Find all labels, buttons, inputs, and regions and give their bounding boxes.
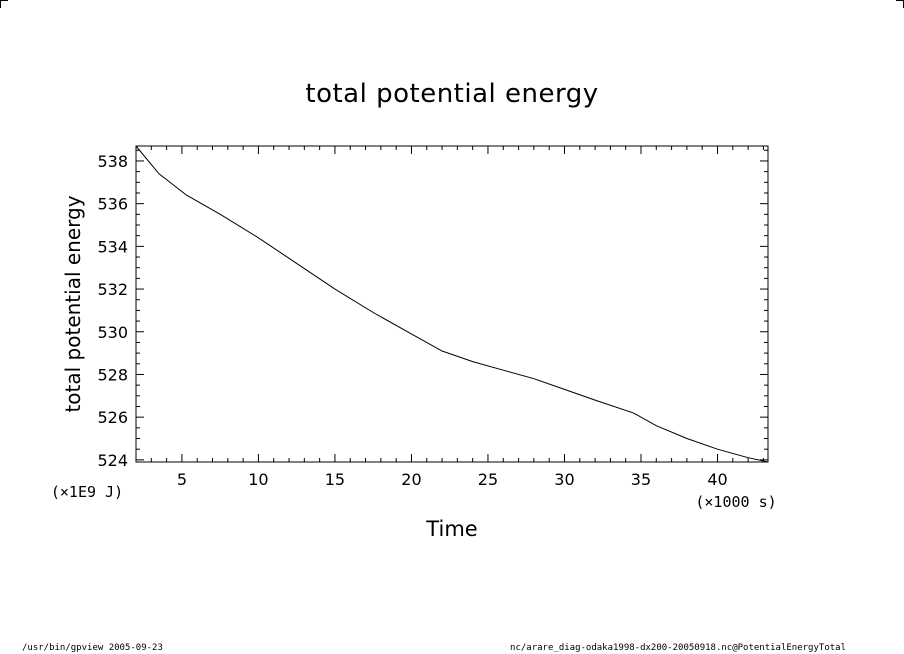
footer-program-info: /usr/bin/gpview 2005-09-23 (22, 643, 163, 653)
y-tick-label: 536 (97, 195, 128, 214)
footer-file-info: nc/arare_diag-odaka1998-dx200-20050918.n… (510, 643, 846, 653)
y-tick-label: 538 (97, 152, 128, 171)
series-line-1 (135, 145, 769, 463)
chart-title: total potential energy (305, 79, 598, 109)
y-tick-label: 528 (97, 365, 128, 384)
corner-mark-top-left (0, 0, 8, 8)
x-tick-label: 30 (554, 470, 574, 489)
y-tick-label: 532 (97, 280, 128, 299)
axis-ticks (135, 146, 768, 462)
y-unit-label: (×1E9 J) (51, 483, 123, 501)
y-tick-label: 534 (97, 237, 128, 256)
x-tick-label: 25 (478, 470, 498, 489)
y-tick-label: 526 (97, 408, 128, 427)
y-tick-labels: 524 526 528 530 532 534 536 538 (97, 152, 128, 470)
x-tick-label: 5 (177, 470, 187, 489)
y-tick-label: 530 (97, 323, 128, 342)
x-tick-label: 10 (248, 470, 268, 489)
x-tick-label: 35 (631, 470, 651, 489)
plot-frame (135, 145, 769, 463)
x-tick-label: 40 (707, 470, 727, 489)
x-unit-label: (×1000 s) (695, 493, 776, 511)
x-tick-label: 20 (401, 470, 421, 489)
y-tick-label: 524 (97, 451, 128, 470)
x-axis-label: Time (425, 517, 477, 541)
x-tick-labels: 5 10 15 20 25 30 35 40 (177, 470, 728, 489)
data-series-group (135, 145, 769, 463)
y-axis-label: total potential energy (61, 195, 85, 412)
x-tick-label: 15 (325, 470, 345, 489)
